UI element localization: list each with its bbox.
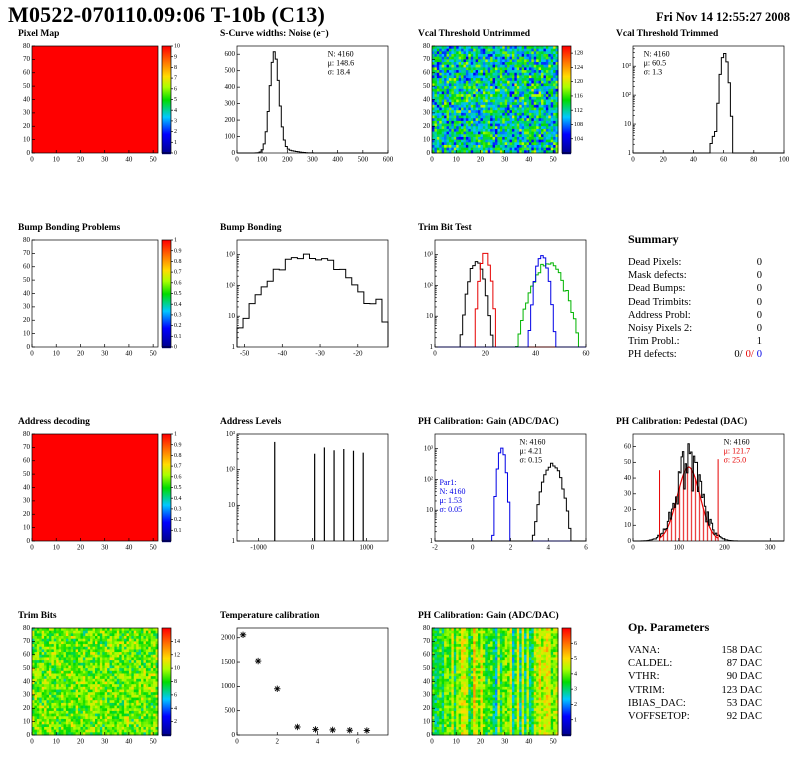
trim-bit-test-chart [408,235,596,363]
panel-bump-bonding: Bump Bonding [210,222,400,374]
row-label: CALDEL: [628,658,673,670]
text-row: Noisy Pixels 2: 0 [628,322,762,335]
row-value: 87 DAC [726,658,762,670]
row-label: Dead Trimbits: [628,296,692,308]
panel-ph-gain-map: PH Calibration: Gain (ADC/DAC) [408,610,598,762]
text-row: Mask defects: 0 [628,269,762,282]
chart-title: Address decoding [18,417,90,427]
panel-temperature: Temperature calibration [210,610,400,762]
bump-problems-chart [8,235,196,363]
panel-ph-pedestal: PH Calibration: Pedestal (DAC) [606,416,796,568]
ph-pedestal-chart [606,429,794,557]
panel-vcal-trimmed: Vcal Threshold Trimmed [606,28,796,180]
row-label: Trim Probl.: [628,336,680,348]
chart-title: Vcal Threshold Untrimmed [418,29,531,39]
temperature-chart [210,623,398,751]
row-value: 53 DAC [726,697,762,709]
row-label: Dead Pixels: [628,257,682,268]
text-row: Address Probl: 0 [628,309,762,322]
row-value: 0 [756,257,762,268]
chart-title: Bump Bonding [220,223,282,233]
row-label: Address Probl: [628,309,691,321]
row-value: 1 [756,336,762,348]
chart-title: PH Calibration: Pedestal (DAC) [616,417,748,427]
row-label: Noisy Pixels 2: [628,323,693,335]
chart-title: Trim Bit Test [418,223,472,233]
chart-title: Temperature calibration [220,611,320,621]
panel-ph-gain-hist: PH Calibration: Gain (ADC/DAC) [408,416,598,568]
trim-bits-chart [8,623,196,751]
row-label: PH defects: [628,349,677,361]
panel-address-levels: Address Levels [210,416,400,568]
chart-title: PH Calibration: Gain (ADC/DAC) [418,417,559,427]
vcal-untrimmed-chart [408,41,596,169]
chart-title: Pixel Map [18,29,60,39]
row-label: VANA: [628,645,660,656]
ph-gain-map-chart [408,623,596,751]
panel-vcal-untrimmed: Vcal Threshold Untrimmed [408,28,598,180]
op-parameters-rows: VANA: 158 DAC CALDEL: 87 DAC VTHR: 90 DAC VTRI… [628,644,796,723]
chart-title: Trim Bits [18,611,57,621]
bump-bonding-chart [210,235,398,363]
ph-gain-hist-chart [408,429,596,557]
panel-trim-bit-test: Trim Bit Test [408,222,598,374]
summary-title: Summary [628,232,679,246]
row-value: 158 DAC [721,645,762,656]
row-value: 90 DAC [726,671,762,683]
row-label: VTHR: [628,671,660,683]
chart-title: PH Calibration: Gain (ADC/DAC) [418,611,559,621]
vcal-trimmed-chart [606,41,794,169]
text-row: VTHR: 90 DAC [628,670,762,683]
scurve-noise-chart [210,41,398,169]
summary-rows: Dead Pixels: 0 Mask defects: 0 Dead Bumps: 0 D… [628,256,796,362]
text-row: PH defects: 0/0/0 [628,348,762,361]
panel-bump-problems: Bump Bonding Problems [8,222,198,374]
text-row: Dead Pixels: 0 [628,256,762,269]
chart-title: Bump Bonding Problems [18,223,121,233]
row-label: Mask defects: [628,270,687,282]
pixel-map-chart [8,41,196,169]
row-value: 0 [756,270,762,282]
panel-pixel-map: Pixel Map [8,28,198,180]
address-decoding-chart [8,429,196,557]
row-label: Dead Bumps: [628,283,686,295]
row-value: 0/0/0 [734,349,762,361]
page-datetime: Fri Nov 14 12:55:27 2008 [655,10,790,24]
row-value: 0 [756,309,762,321]
chart-title: Address Levels [220,417,282,427]
text-row: VANA: 158 DAC [628,644,762,657]
text-row: VOFFSETOP: 92 DAC [628,710,762,723]
row-value: 123 DAC [721,684,762,696]
row-label: VTRIM: [628,684,665,696]
panel-address-decoding: Address decoding [8,416,198,568]
text-row: Trim Probl.: 1 [628,335,762,348]
page-title: M0522-070110.09:06 T-10b (C13) [8,2,326,27]
panel-trim-bits: Trim Bits [8,610,198,762]
op-parameters-title: Op. Parameters [628,620,710,634]
text-row: IBIAS_DAC: 53 DAC [628,697,762,710]
text-row: Dead Trimbits: 0 [628,296,762,309]
row-value: 92 DAC [726,711,762,723]
chart-title: Vcal Threshold Trimmed [616,29,719,39]
address-levels-chart [210,429,398,557]
text-row: Dead Bumps: 0 [628,282,762,295]
chart-title: S-Curve widths: Noise (e⁻) [220,29,329,39]
panel-summary: Summary Dead Pixels: 0 Mask defects: 0 Dead … [606,222,796,374]
row-value: 0 [756,283,762,295]
text-row: CALDEL: 87 DAC [628,657,762,670]
text-row: VTRIM: 123 DAC [628,684,762,697]
row-label: VOFFSETOP: [628,711,690,723]
row-label: IBIAS_DAC: [628,697,686,709]
row-value: 0 [756,296,762,308]
panel-scurve-noise: S-Curve widths: Noise (e⁻) [210,28,400,180]
row-value: 0 [756,323,762,335]
panel-op-parameters: Op. Parameters VANA: 158 DAC CALDEL: 87 DAC… [606,610,796,762]
